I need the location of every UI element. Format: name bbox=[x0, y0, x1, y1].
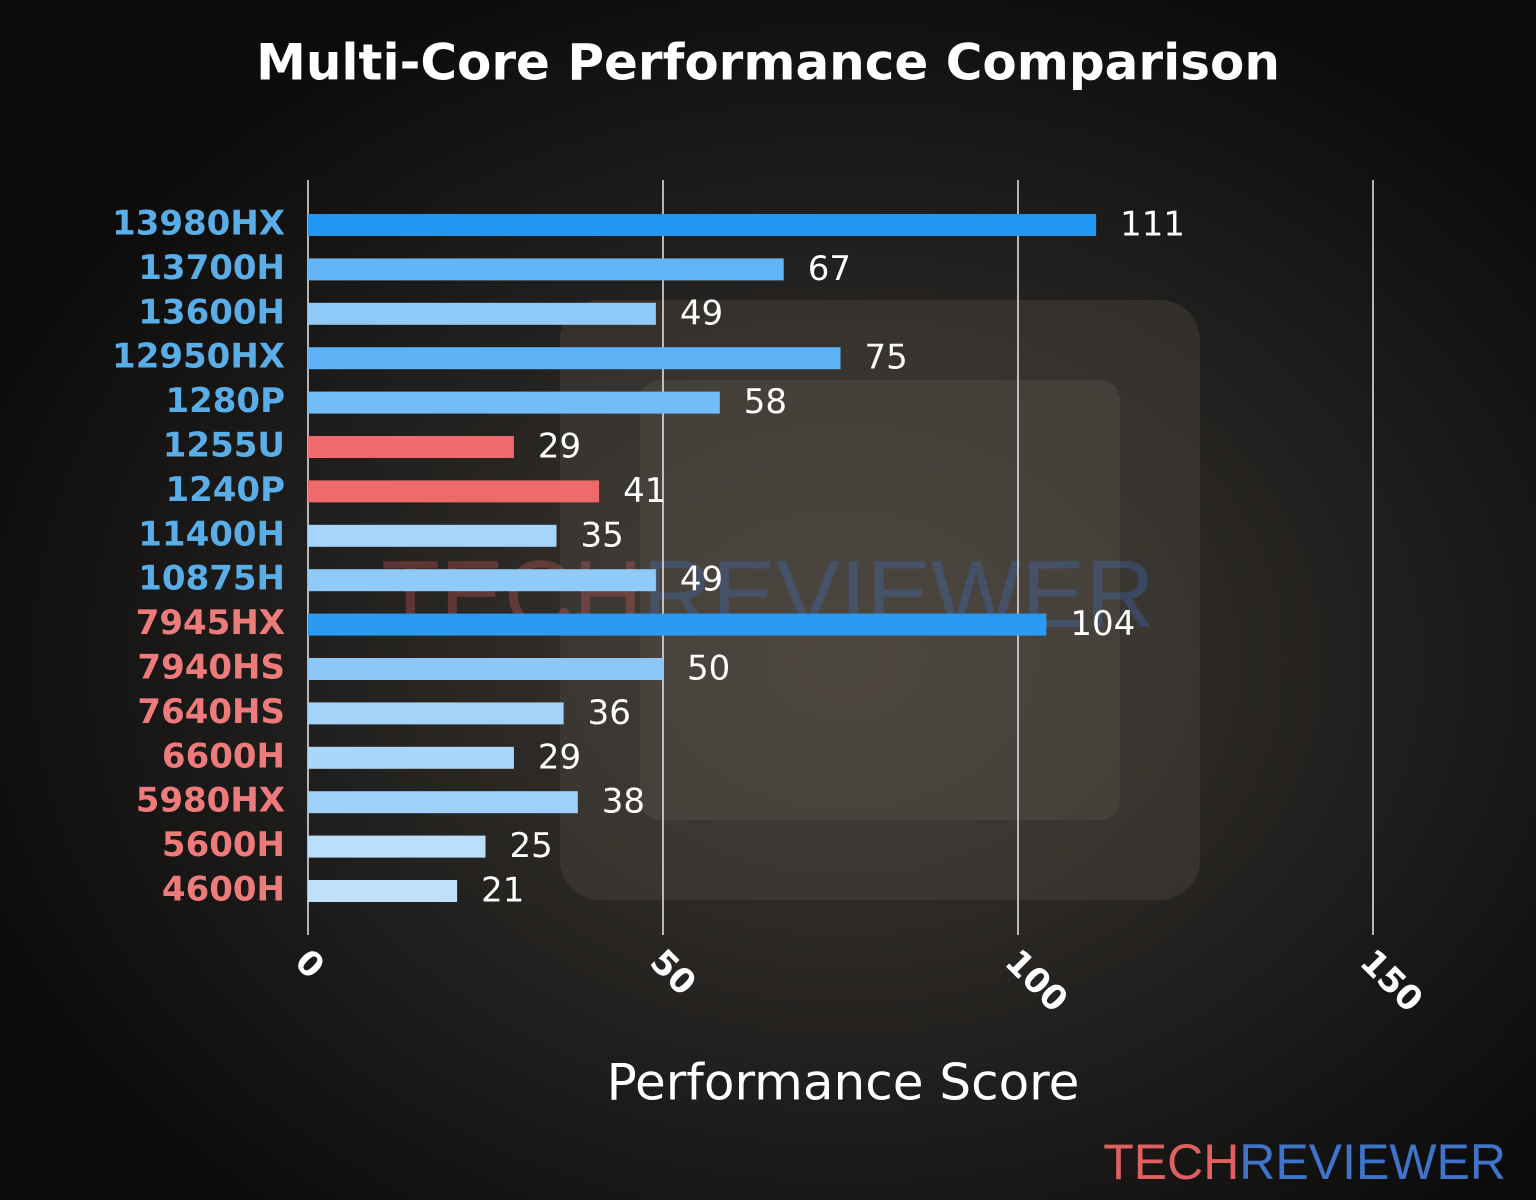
y-tick-label: 5600H bbox=[162, 825, 285, 865]
y-tick-label: 5980HX bbox=[136, 781, 285, 821]
bar bbox=[308, 302, 656, 325]
bar bbox=[308, 791, 578, 814]
bar bbox=[308, 480, 600, 503]
chart-title: Multi-Core Performance Comparison bbox=[256, 34, 1280, 92]
bar bbox=[308, 569, 656, 592]
value-label: 25 bbox=[510, 826, 553, 866]
y-tick-label: 10875H bbox=[138, 559, 285, 599]
logo-part: TECH bbox=[1103, 1134, 1239, 1190]
value-label: 29 bbox=[538, 427, 581, 467]
bar bbox=[308, 347, 841, 370]
value-label: 104 bbox=[1070, 604, 1135, 644]
value-label: 58 bbox=[744, 382, 787, 422]
y-tick-label: 1240P bbox=[165, 470, 285, 510]
bar bbox=[308, 835, 486, 858]
y-tick-label: 7940HS bbox=[137, 648, 285, 688]
y-tick-label: 7640HS bbox=[137, 692, 285, 732]
value-label: 75 bbox=[865, 338, 908, 378]
y-tick-label: 11400H bbox=[138, 514, 285, 554]
background-chip-core bbox=[640, 380, 1120, 820]
bar bbox=[308, 880, 458, 902]
bar bbox=[308, 613, 1047, 636]
value-label: 21 bbox=[481, 871, 524, 911]
value-label: 67 bbox=[808, 249, 851, 289]
bar bbox=[308, 391, 720, 414]
bar bbox=[308, 214, 1097, 236]
y-tick-label: 6600H bbox=[162, 736, 285, 776]
y-tick-label: 13700H bbox=[138, 248, 285, 288]
value-label: 29 bbox=[538, 737, 581, 777]
y-tick-label: 4600H bbox=[162, 870, 285, 910]
y-tick-label: 12950HX bbox=[112, 337, 285, 377]
bar bbox=[308, 436, 514, 458]
value-label: 35 bbox=[581, 515, 624, 555]
bar bbox=[308, 702, 564, 725]
bar bbox=[308, 258, 784, 281]
y-tick-label: 1280P bbox=[165, 381, 285, 421]
value-label: 49 bbox=[680, 560, 723, 600]
background-chip bbox=[560, 300, 1200, 900]
x-axis-label: Performance Score bbox=[607, 1054, 1080, 1112]
y-tick-label: 1255U bbox=[163, 426, 285, 466]
logo-part: REVIEWER bbox=[1239, 1134, 1506, 1190]
value-label: 111 bbox=[1120, 205, 1185, 245]
value-label: 49 bbox=[680, 293, 723, 333]
y-tick-label: 13980HX bbox=[112, 204, 285, 244]
bar bbox=[308, 746, 514, 769]
bar bbox=[308, 658, 663, 680]
value-label: 41 bbox=[623, 471, 666, 511]
value-label: 38 bbox=[602, 782, 645, 822]
bar bbox=[308, 524, 557, 547]
value-label: 36 bbox=[588, 693, 631, 733]
y-tick-label: 7945HX bbox=[136, 603, 285, 643]
logo: TECHREVIEWER bbox=[1103, 1134, 1506, 1190]
value-label: 50 bbox=[687, 649, 730, 689]
y-tick-label: 13600H bbox=[138, 292, 285, 332]
